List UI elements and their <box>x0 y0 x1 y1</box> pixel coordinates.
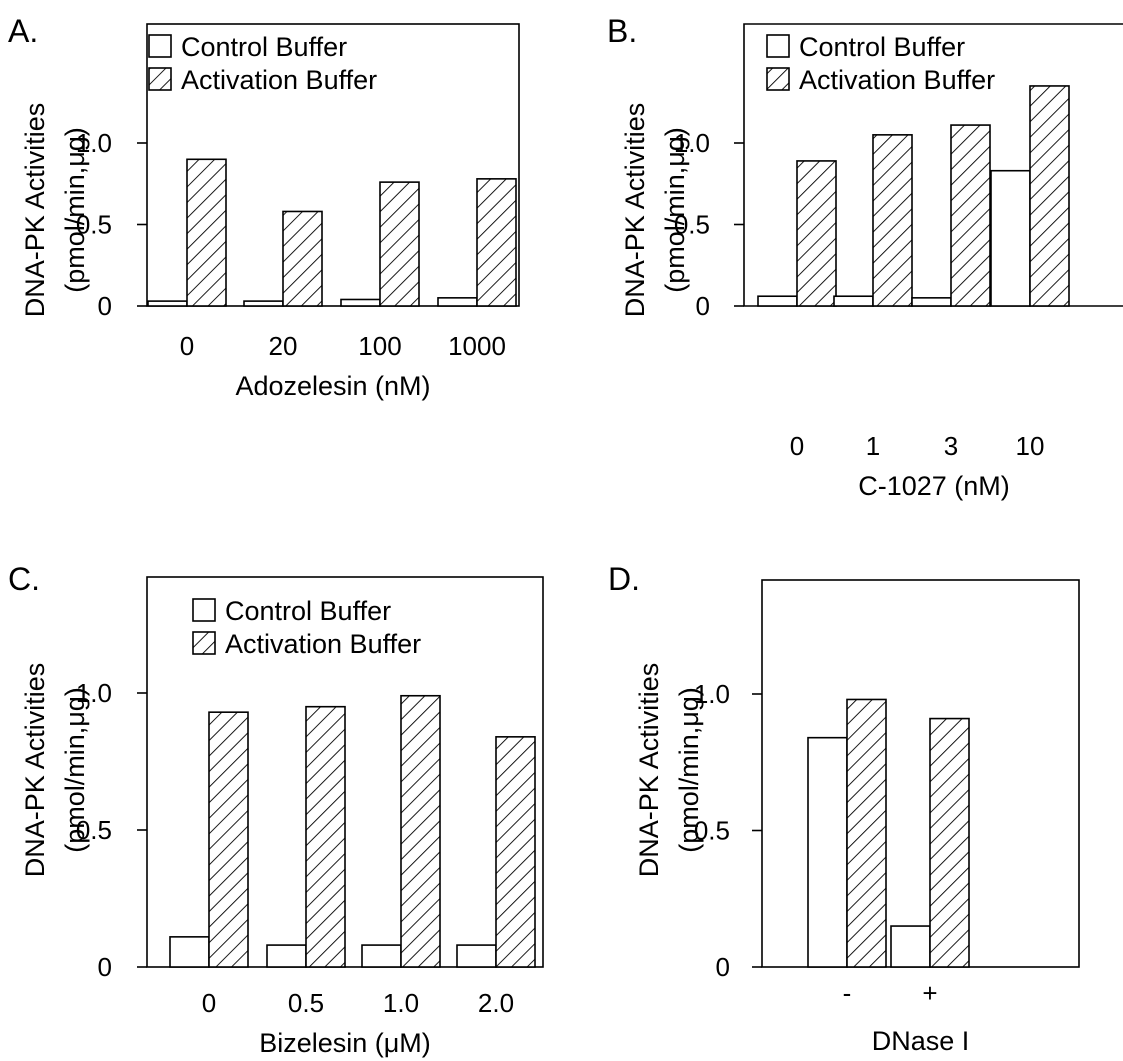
y-tick-label: 0.5 <box>76 210 112 240</box>
bar-control-buffer <box>169 936 210 968</box>
x-tick-label: 0 <box>202 988 216 1018</box>
bar-control-buffer <box>266 944 307 968</box>
bar-control-buffer <box>911 297 952 307</box>
x-tick-label: 0 <box>180 331 194 361</box>
x-axis-title: Bizelesin (μM) <box>259 1028 431 1058</box>
x-axis-title: DNase I <box>872 1026 970 1056</box>
bar-control-buffer <box>890 925 931 968</box>
x-tick-label: + <box>922 978 937 1008</box>
legend-swatch-control <box>766 34 790 58</box>
y-axis-title: DNA-PK Activities (pmol/min,μg) <box>634 663 704 878</box>
bar-control-buffer <box>833 295 874 307</box>
x-tick-label: 10 <box>1016 431 1045 461</box>
x-tick-label: 2.0 <box>478 988 514 1018</box>
legend-swatch-activation <box>192 631 216 655</box>
panel-label: A. <box>8 13 38 49</box>
y-axis-title: DNA-PK Activities (pmol/min,μg) <box>20 663 90 878</box>
chart-panel-a: A. 0 0.5 1.0 DNA-PK Activities (pmol/min,μg) 0… <box>8 13 520 401</box>
y-axis-title-line: (pmol/min,μg) <box>674 687 704 853</box>
y-axis-title-line: (pmol/min,μg) <box>60 127 90 293</box>
y-tick-label: 0.5 <box>694 816 730 846</box>
bar-activation-buffer <box>796 160 837 307</box>
legend-label-control: Control Buffer <box>225 596 391 626</box>
legend-label-control: Control Buffer <box>181 32 347 62</box>
legend-swatch-control <box>192 598 216 622</box>
y-tick-label: 0 <box>716 952 730 982</box>
bar-control-buffer <box>361 944 402 968</box>
legend-swatch-activation <box>766 67 790 91</box>
x-tick-label: - <box>843 978 852 1008</box>
panel-label: C. <box>8 561 40 597</box>
bar-activation-buffer <box>929 717 970 968</box>
y-tick-label: 0.5 <box>76 815 112 845</box>
bar-control-buffer <box>807 736 848 968</box>
bar-activation-buffer <box>282 210 323 307</box>
y-tick-label: 0.5 <box>674 210 710 240</box>
bar-activation-buffer <box>305 705 346 968</box>
x-tick-label: 20 <box>269 331 298 361</box>
y-axis-title-line: DNA-PK Activities <box>620 103 650 318</box>
chart-panel-d: D. 0 0.5 1.0 DNA-PK Activities (pmol/min,μg) -… <box>608 561 1080 1056</box>
bar-activation-buffer <box>379 181 420 307</box>
x-tick-label: 100 <box>358 331 401 361</box>
bar-control-buffer <box>437 297 478 307</box>
y-axis-title: DNA-PK Activities (pmol/min,μg) <box>20 103 90 318</box>
x-axis-title: Adozelesin (nM) <box>235 371 430 401</box>
x-tick-label: 0.5 <box>288 988 324 1018</box>
bar-control-buffer <box>456 944 497 968</box>
bar-activation-buffer <box>950 124 991 307</box>
x-tick-label: 1.0 <box>383 988 419 1018</box>
bar-activation-buffer <box>476 178 517 307</box>
legend-label-activation: Activation Buffer <box>225 629 421 659</box>
y-tick-label: 0 <box>98 291 112 321</box>
y-tick-label: 0 <box>696 291 710 321</box>
legend-swatch-activation <box>148 67 172 91</box>
bar-control-buffer <box>990 169 1031 307</box>
bar-activation-buffer <box>846 698 887 968</box>
y-axis-title-line: DNA-PK Activities <box>20 103 50 318</box>
legend-swatch-control <box>148 34 172 58</box>
y-axis-title-line: (pmol/min,μg) <box>60 687 90 853</box>
bar-activation-buffer <box>495 736 536 968</box>
bar-activation-buffer <box>872 134 913 307</box>
bar-control-buffer <box>757 295 798 307</box>
panel-label: B. <box>607 13 637 49</box>
y-tick-label: 1.0 <box>674 128 710 158</box>
y-tick-label: 1.0 <box>76 678 112 708</box>
y-axis-title-line: DNA-PK Activities <box>20 663 50 878</box>
bar-activation-buffer <box>208 711 249 968</box>
y-tick-label: 0 <box>98 952 112 982</box>
plot-frame <box>146 23 520 307</box>
bar-control-buffer <box>147 300 188 307</box>
legend-label-activation: Activation Buffer <box>799 65 995 95</box>
y-tick-label: 1.0 <box>694 679 730 709</box>
x-tick-label: 3 <box>944 431 958 461</box>
y-axis-title: DNA-PK Activities (pmol/min,μg) <box>620 103 690 318</box>
bar-control-buffer <box>243 300 284 307</box>
y-tick-label: 1.0 <box>76 128 112 158</box>
legend-label-activation: Activation Buffer <box>181 65 377 95</box>
y-axis-title-line: DNA-PK Activities <box>634 663 664 878</box>
x-tick-label: 0 <box>790 431 804 461</box>
x-tick-label: 1000 <box>448 331 506 361</box>
x-axis-title: C-1027 (nM) <box>858 471 1010 501</box>
bar-activation-buffer <box>1029 85 1070 307</box>
bar-activation-buffer <box>400 694 441 968</box>
panel-label: D. <box>608 561 640 597</box>
bar-control-buffer <box>340 298 381 307</box>
legend-label-control: Control Buffer <box>799 32 965 62</box>
y-axis-title-line: (pmol/min,μg) <box>660 127 690 293</box>
x-tick-label: 1 <box>866 431 880 461</box>
bar-activation-buffer <box>186 158 227 307</box>
